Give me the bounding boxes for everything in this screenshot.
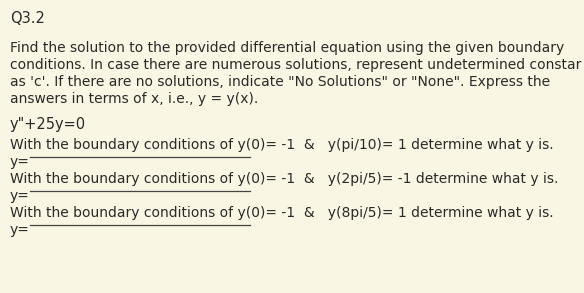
Text: With the boundary conditions of y(0)= -1  &   y(pi/10)= 1 determine what y is.: With the boundary conditions of y(0)= -1…	[10, 138, 554, 152]
Text: answers in terms of x, i.e., y = y(x).: answers in terms of x, i.e., y = y(x).	[10, 92, 258, 106]
Text: With the boundary conditions of y(0)= -1  &   y(2pi/5)= -1 determine what y is.: With the boundary conditions of y(0)= -1…	[10, 172, 558, 186]
Text: With the boundary conditions of y(0)= -1  &   y(8pi/5)= 1 determine what y is.: With the boundary conditions of y(0)= -1…	[10, 206, 554, 220]
Text: Q3.2: Q3.2	[10, 11, 45, 26]
Text: y=: y=	[10, 223, 30, 237]
Text: y=: y=	[10, 189, 30, 203]
Text: Find the solution to the provided differential equation using the given boundary: Find the solution to the provided differ…	[10, 41, 564, 55]
Text: y"+25y=0: y"+25y=0	[10, 117, 86, 132]
Text: as 'c'. If there are no solutions, indicate "No Solutions" or "None". Express th: as 'c'. If there are no solutions, indic…	[10, 75, 550, 89]
Text: y=: y=	[10, 155, 30, 169]
Text: conditions. In case there are numerous solutions, represent undetermined constar: conditions. In case there are numerous s…	[10, 58, 582, 72]
